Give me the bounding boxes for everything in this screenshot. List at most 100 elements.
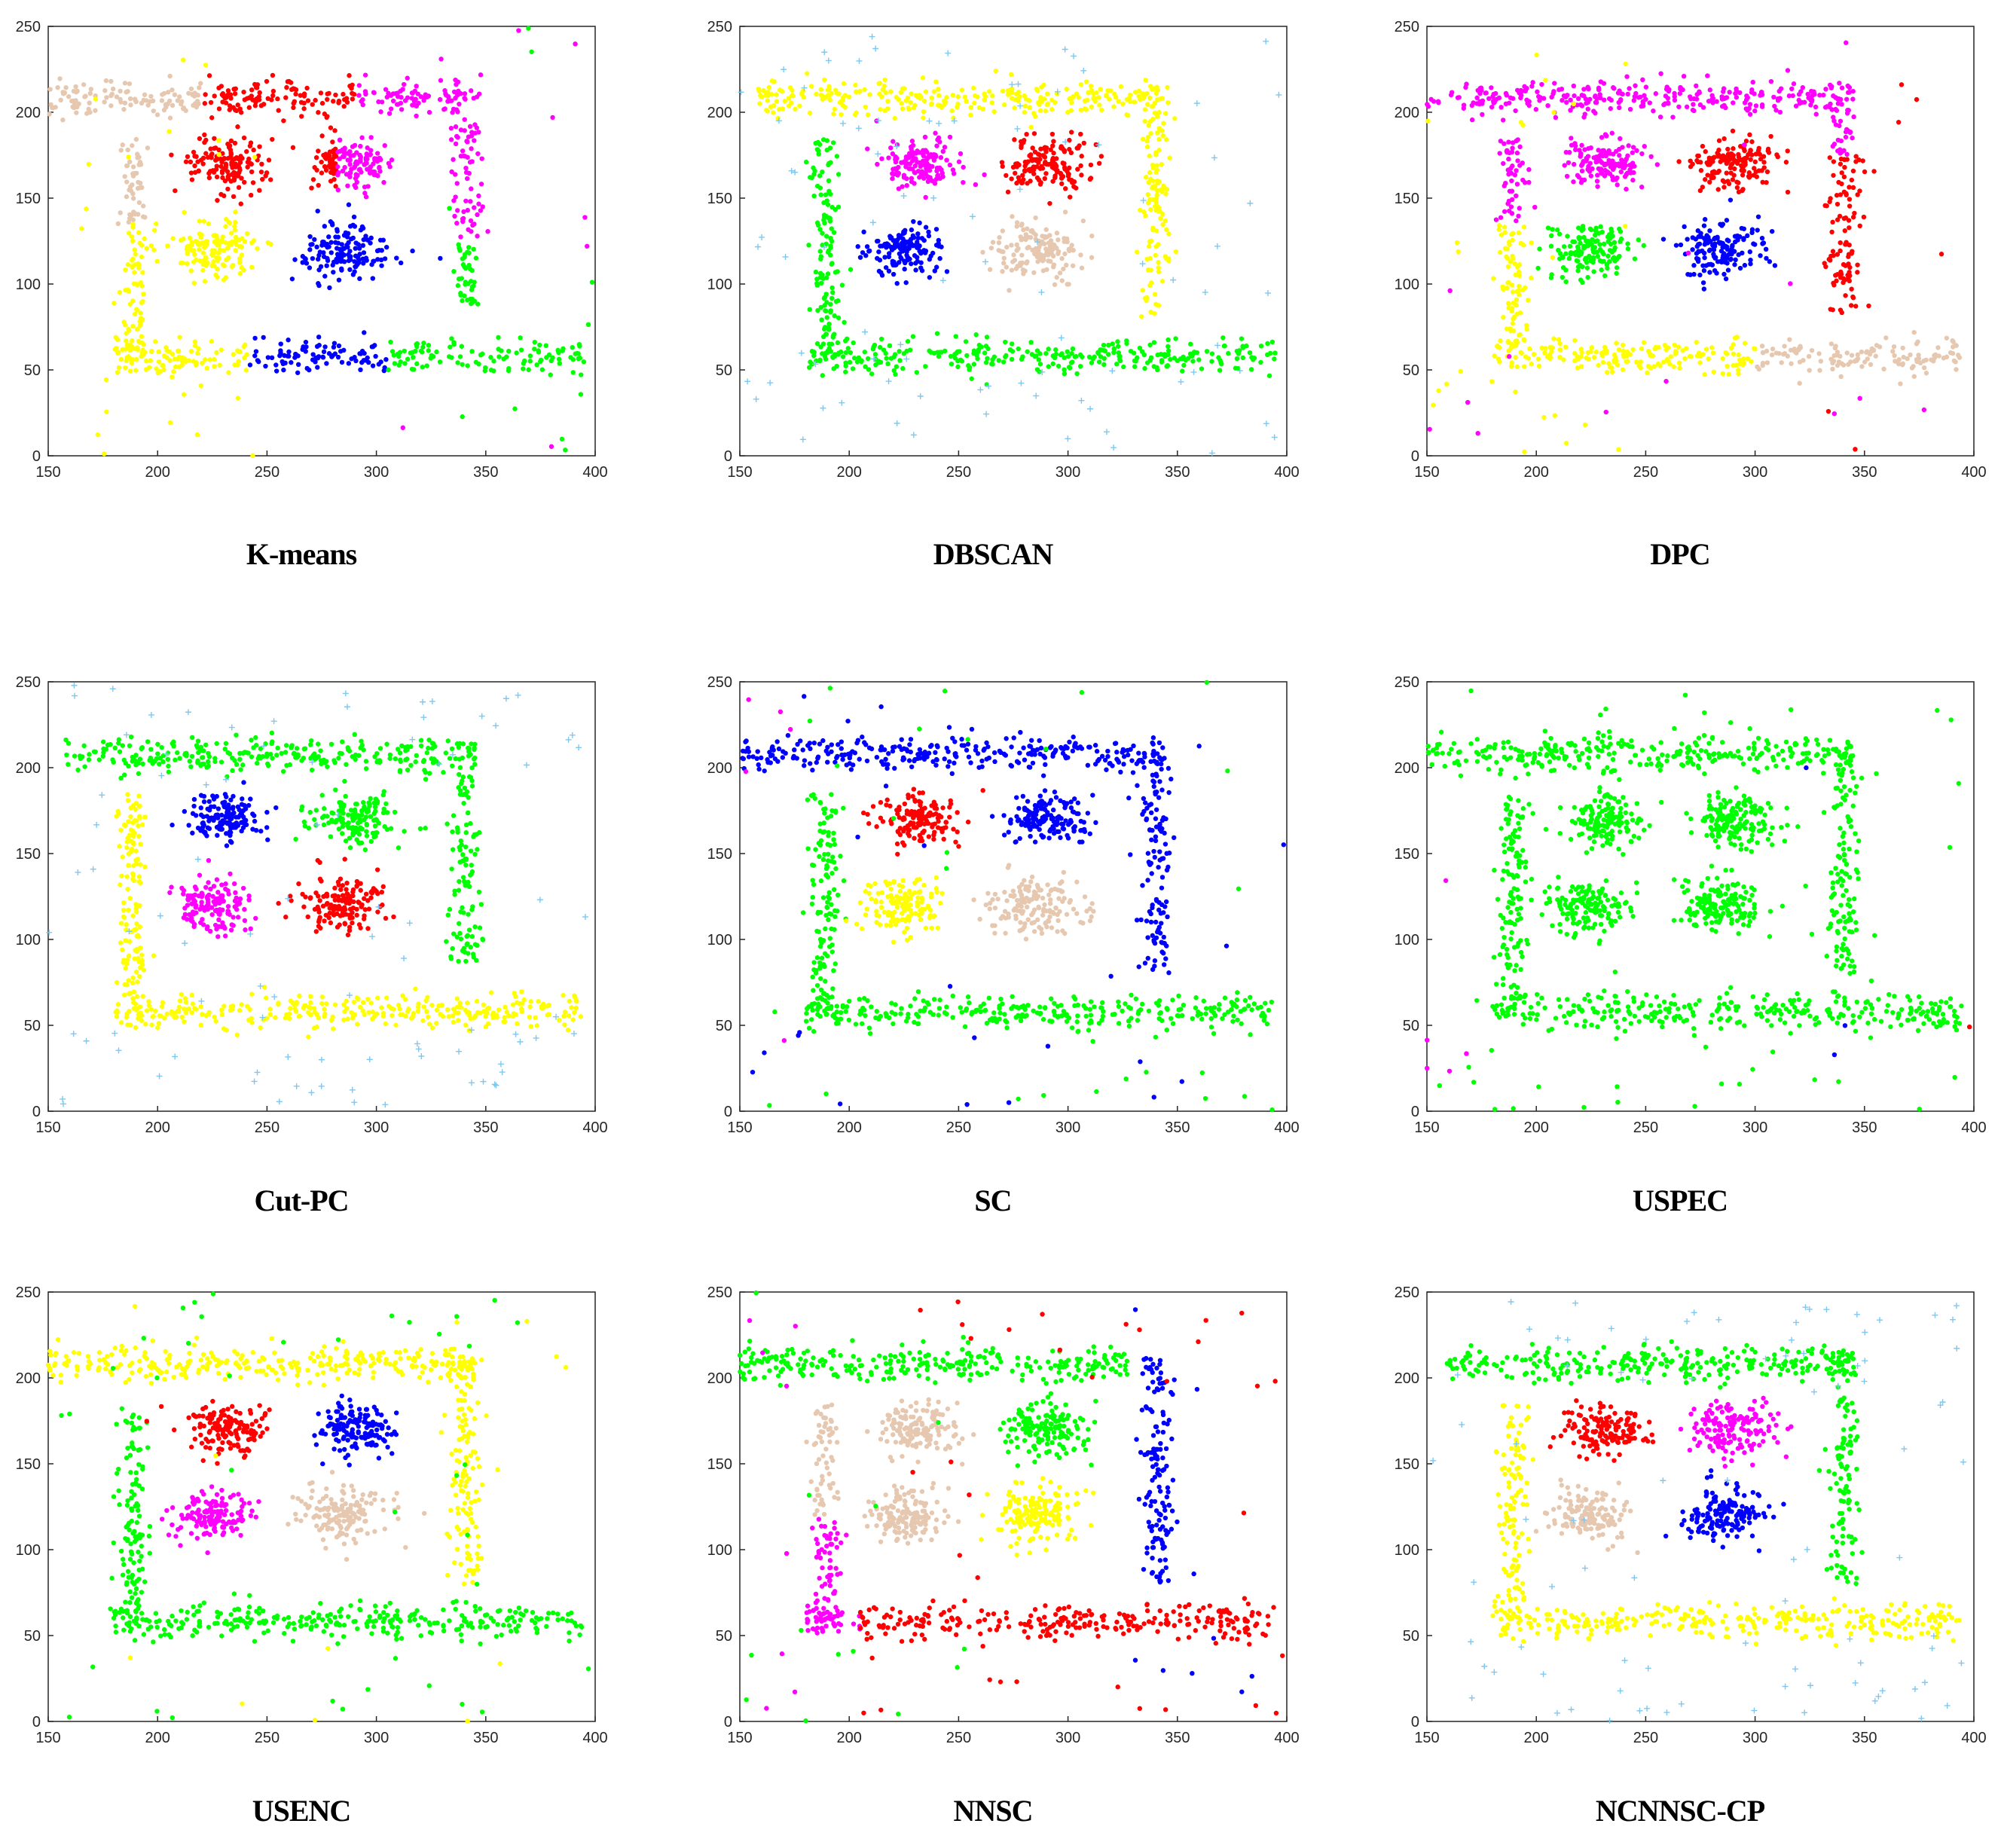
data-point [1741, 360, 1746, 366]
x-tick-label: 200 [1524, 464, 1549, 481]
data-point [827, 215, 832, 221]
data-point [1051, 139, 1056, 144]
data-point [1688, 158, 1693, 163]
data-point [1741, 237, 1746, 243]
data-point [918, 163, 924, 170]
data-point [987, 267, 993, 272]
data-point [194, 744, 200, 750]
data-point [302, 746, 308, 751]
data-point [474, 958, 479, 963]
data-point [1028, 152, 1034, 157]
data-point [458, 788, 463, 793]
data-point [1603, 409, 1608, 415]
data-point [1650, 353, 1655, 359]
data-point [466, 262, 472, 268]
data-point [1611, 352, 1618, 358]
data-point [1513, 108, 1518, 114]
data-point [397, 768, 403, 773]
data-point [382, 365, 387, 371]
data-point [1651, 108, 1656, 114]
data-point [563, 447, 568, 453]
data-point [1634, 148, 1639, 154]
data-point [1157, 209, 1162, 214]
data-point [1710, 100, 1715, 105]
data-point [1702, 371, 1707, 377]
data-point [361, 250, 367, 255]
data-point [308, 242, 313, 247]
data-point [964, 99, 969, 104]
data-point [488, 355, 493, 360]
data-point [1204, 349, 1210, 354]
data-point [879, 156, 884, 161]
data-point [212, 145, 218, 151]
data-point [457, 878, 462, 884]
data-point [358, 159, 363, 164]
data-point [128, 734, 134, 740]
data-point [1568, 97, 1573, 102]
data-point [307, 367, 312, 373]
data-point [161, 353, 167, 359]
data-point [855, 244, 860, 249]
data-point [111, 759, 116, 765]
data-point [896, 164, 901, 170]
data-point [1517, 163, 1523, 168]
noise-point [1263, 38, 1269, 44]
noise-point [903, 356, 910, 362]
data-point [312, 165, 317, 170]
data-point [310, 754, 315, 760]
data-point [964, 353, 970, 359]
data-point [787, 103, 792, 108]
data-point [1022, 268, 1028, 273]
data-point [458, 936, 464, 942]
data-point [1272, 350, 1278, 356]
data-point [229, 240, 235, 245]
data-point [1154, 163, 1159, 168]
data-point [176, 94, 182, 99]
data-point [1824, 104, 1830, 109]
data-point [1506, 139, 1511, 145]
data-point [395, 102, 401, 107]
data-point [1138, 207, 1143, 213]
data-point [475, 151, 481, 157]
data-point [459, 842, 464, 848]
data-point [383, 356, 389, 362]
data-point [780, 89, 785, 94]
data-point [1767, 259, 1773, 264]
y-tick-label: 200 [16, 760, 41, 777]
noise-point [1065, 435, 1071, 442]
data-point [1031, 111, 1037, 116]
data-point [891, 139, 896, 144]
data-point [170, 374, 175, 380]
data-point [128, 184, 133, 189]
data-point [793, 106, 798, 112]
data-point [1619, 157, 1624, 163]
data-point [1535, 356, 1541, 362]
data-point [121, 772, 127, 777]
data-point [1226, 350, 1231, 356]
data-point [1097, 102, 1102, 108]
data-point [187, 243, 192, 249]
data-point [1772, 103, 1777, 109]
data-point [1549, 94, 1554, 100]
data-point [1785, 68, 1791, 73]
data-point [1706, 239, 1712, 244]
data-point [894, 262, 899, 267]
data-point [312, 237, 317, 243]
data-point [1000, 269, 1005, 274]
data-point [1813, 111, 1819, 117]
data-point [1126, 96, 1132, 101]
data-point [832, 313, 837, 319]
data-point [237, 256, 243, 261]
data-point [1070, 346, 1076, 352]
noise-point [1211, 154, 1217, 161]
data-point [1935, 345, 1941, 350]
data-point [1501, 315, 1506, 320]
data-point [1035, 259, 1040, 264]
data-point [1567, 150, 1572, 155]
data-point [1025, 159, 1031, 164]
data-point [557, 361, 562, 366]
data-point [165, 756, 171, 762]
data-point [1590, 247, 1596, 252]
data-point [942, 145, 948, 150]
data-point [142, 236, 147, 242]
